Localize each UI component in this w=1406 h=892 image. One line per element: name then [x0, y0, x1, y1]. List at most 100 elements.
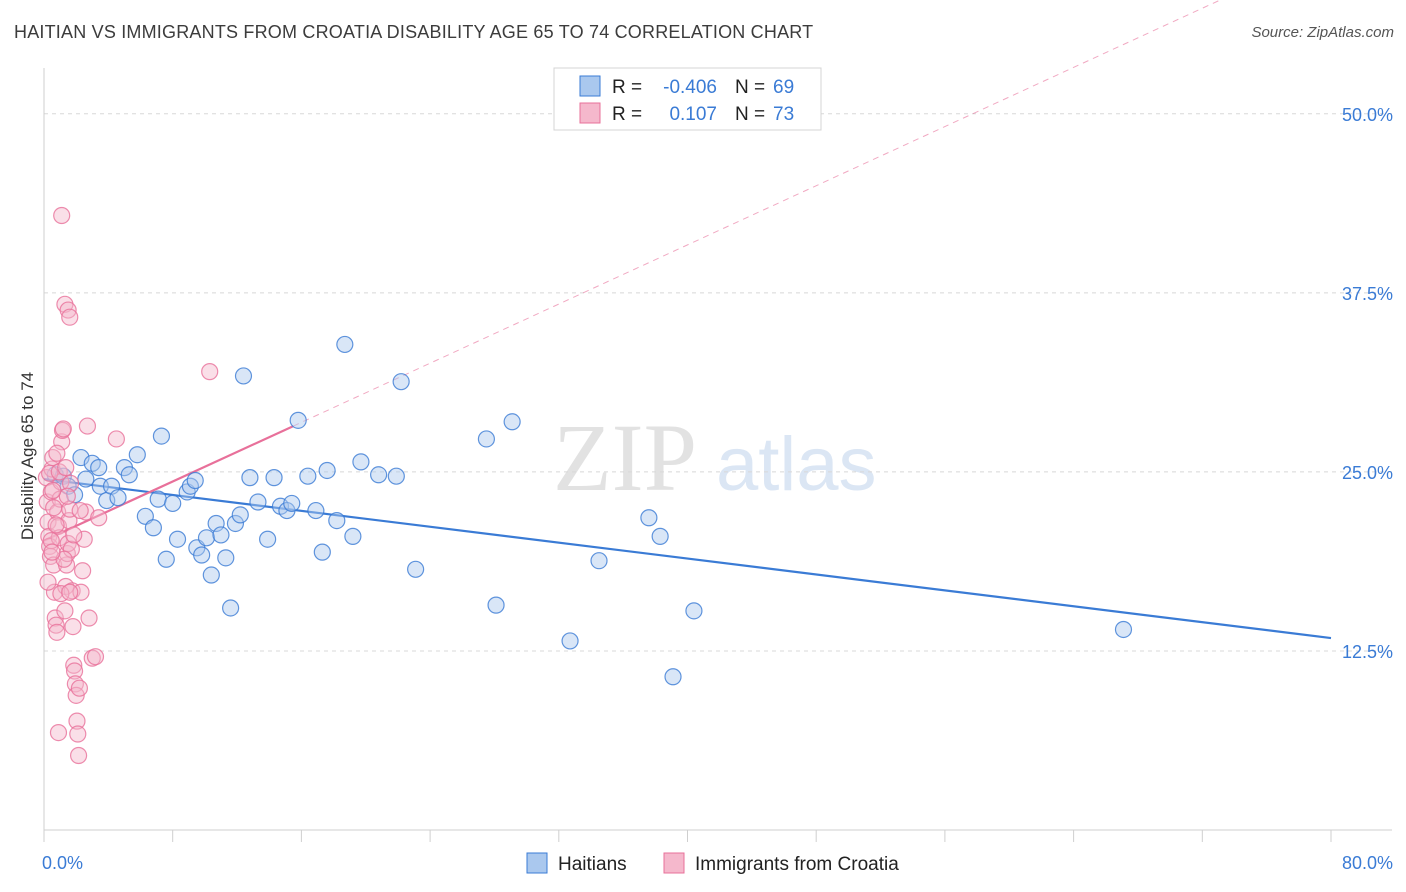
data-point-haitians [109, 489, 127, 507]
data-point-haitians [352, 453, 370, 471]
trend-line [43, 477, 1332, 640]
series-legend-label-croatia: Immigrants from Croatia [695, 854, 899, 875]
correlation-legend: R = -0.406 N = 69 R = 0.107 N = 73 [553, 67, 822, 131]
data-point-croatia [48, 444, 66, 462]
data-point-croatia [39, 573, 57, 591]
data-point-haitians [90, 459, 108, 477]
watermark-zip: ZIP [553, 404, 697, 511]
x-tick-label-min: 0.0% [42, 853, 83, 873]
data-point-haitians [152, 427, 171, 445]
data-point-haitians [144, 519, 162, 537]
data-point-croatia [58, 487, 76, 505]
legend-n-value-1: 69 [773, 77, 794, 98]
data-point-haitians [226, 514, 245, 533]
data-point-croatia [201, 363, 219, 381]
data-point-haitians [344, 527, 362, 545]
series-legend: Haitians Immigrants from Croatia [526, 852, 899, 875]
data-point-croatia [57, 459, 75, 477]
data-point-croatia [107, 430, 125, 448]
series-legend-swatch-croatia [663, 852, 685, 874]
data-point-croatia [68, 712, 86, 730]
data-point-haitians [407, 560, 425, 578]
legend-swatch-haitians [579, 75, 601, 97]
y-tick-label: 50.0% [1342, 105, 1393, 125]
data-point-haitians [313, 543, 331, 561]
legend-n-value-2: 73 [773, 104, 794, 125]
data-point-haitians [231, 506, 249, 524]
data-point-croatia [44, 481, 62, 500]
data-point-croatia [47, 516, 65, 534]
data-point-haitians [193, 546, 211, 564]
data-point-haitians [289, 411, 307, 429]
legend-n-label-1: N = [735, 77, 765, 98]
data-point-croatia [86, 648, 105, 666]
data-point-croatia [69, 746, 88, 765]
data-point-haitians [318, 461, 336, 480]
data-point-haitians [164, 494, 182, 513]
data-point-haitians [1114, 620, 1133, 639]
data-point-haitians [664, 668, 682, 686]
data-point-croatia [47, 616, 65, 634]
watermark-atlas: atlas [716, 422, 877, 507]
data-point-haitians [77, 470, 95, 488]
trend-line [43, 425, 294, 542]
data-point-haitians [186, 471, 204, 490]
legend-swatch-croatia [579, 102, 601, 124]
data-point-haitians [128, 446, 146, 464]
data-point-haitians [157, 550, 175, 568]
data-point-haitians [299, 467, 317, 485]
data-point-haitians [249, 493, 267, 511]
data-point-haitians [370, 466, 388, 484]
y-tick-label: 25.0% [1342, 463, 1393, 483]
data-point-haitians [120, 466, 138, 484]
legend-r-value-2: 0.107 [669, 104, 717, 125]
data-point-croatia [78, 417, 97, 435]
data-point-haitians [265, 469, 283, 487]
trend-lines [43, 0, 1332, 640]
y-tick-label: 12.5% [1342, 642, 1393, 662]
y-tick-label: 37.5% [1342, 284, 1393, 304]
y-tick-labels: 12.5% 25.0% 37.5% 50.0% [1342, 105, 1393, 662]
data-point-haitians [217, 549, 235, 567]
data-point-croatia [56, 602, 74, 620]
data-point-croatia [53, 421, 72, 439]
data-point-haitians [487, 596, 505, 614]
series-legend-label-haitians: Haitians [558, 854, 627, 875]
data-point-haitians [202, 566, 220, 584]
data-point-croatia [43, 543, 61, 561]
data-point-croatia [49, 723, 68, 742]
data-point-haitians [336, 335, 354, 354]
data-point-haitians [561, 632, 579, 650]
data-point-croatia [65, 656, 83, 674]
data-point-croatia [46, 609, 64, 627]
data-point-haitians [307, 501, 325, 520]
data-point-haitians [477, 430, 496, 448]
data-point-croatia [65, 526, 83, 544]
x-tick-label-max: 80.0% [1342, 853, 1393, 873]
data-point-croatia [80, 609, 98, 627]
data-point-haitians [392, 373, 410, 391]
data-point-croatia [69, 725, 87, 743]
legend-r-label-2: R = [612, 104, 642, 125]
trend-line [293, 0, 1222, 427]
data-point-haitians [212, 526, 230, 544]
data-point-croatia [45, 499, 63, 517]
data-point-croatia [64, 618, 82, 636]
data-point-croatia [54, 420, 72, 438]
data-point-haitians [259, 530, 277, 548]
data-points [37, 206, 1133, 765]
data-point-haitians [149, 490, 167, 508]
data-point-croatia [52, 585, 70, 603]
legend-r-value-1: -0.406 [663, 77, 717, 98]
data-point-haitians [222, 599, 240, 617]
data-point-croatia [71, 501, 89, 520]
data-point-croatia [61, 583, 79, 601]
data-point-croatia [61, 308, 79, 326]
data-point-croatia [74, 562, 92, 580]
data-point-croatia [90, 509, 108, 527]
data-point-haitians [234, 367, 253, 385]
data-point-croatia [61, 474, 80, 492]
source-label: Source: ZipAtlas.com [1251, 24, 1394, 41]
data-point-haitians [640, 509, 658, 527]
